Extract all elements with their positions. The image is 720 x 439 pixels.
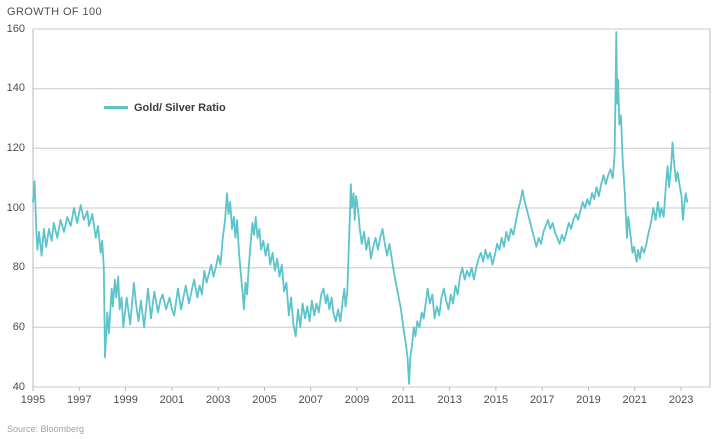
- x-axis-label-2015: 2015: [483, 394, 509, 406]
- source-note: Source: Bloomberg: [7, 424, 85, 434]
- y-axis-label-100: 100: [6, 201, 25, 214]
- x-axis-label-1997: 1997: [67, 394, 92, 406]
- y-axis-label-80: 80: [12, 261, 25, 274]
- x-axis-label-2011: 2011: [391, 394, 416, 406]
- chart-title: GROWTH OF 100: [7, 6, 103, 18]
- x-axis-label-2009: 2009: [344, 394, 370, 406]
- x-axis-label-1999: 1999: [113, 394, 138, 406]
- y-axis-label-140: 140: [6, 82, 25, 95]
- x-axis-label-1995: 1995: [20, 394, 46, 406]
- x-axis-label-2023: 2023: [668, 394, 694, 406]
- legend-line-swatch-icon: [104, 106, 128, 109]
- y-axis-label-160: 160: [6, 22, 25, 35]
- x-axis-label-2017: 2017: [529, 394, 555, 406]
- x-axis-label-2007: 2007: [298, 394, 323, 406]
- x-axis-label-2013: 2013: [437, 394, 462, 406]
- x-axis-label-2019: 2019: [576, 394, 601, 406]
- x-axis-label-2001: 2001: [159, 394, 185, 406]
- x-axis-label-2021: 2021: [622, 394, 648, 406]
- series-line: [32, 31, 689, 385]
- x-axis-label-2003: 2003: [205, 394, 231, 406]
- y-axis-label-40: 40: [12, 380, 25, 393]
- legend-label: Gold/ Silver Ratio: [134, 101, 226, 114]
- y-axis-label-120: 120: [6, 141, 25, 154]
- x-axis-label-2005: 2005: [252, 394, 277, 406]
- y-axis-label-60: 60: [12, 320, 25, 333]
- legend: Gold/ Silver Ratio: [104, 101, 226, 114]
